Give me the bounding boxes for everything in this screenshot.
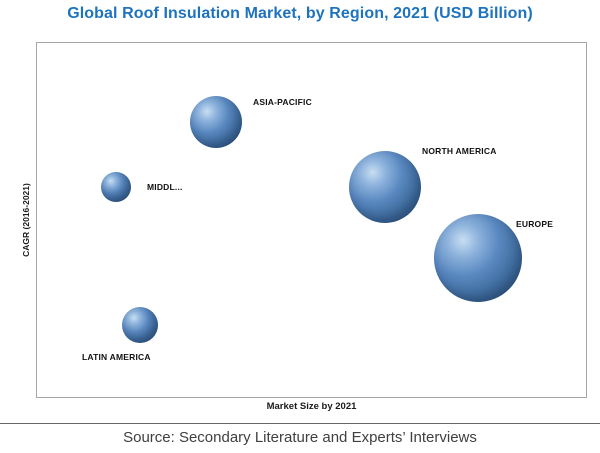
source-divider bbox=[0, 423, 600, 424]
y-axis: CAGR (2016-2021) bbox=[16, 42, 36, 398]
chart-title: Global Roof Insulation Market, by Region… bbox=[67, 5, 533, 22]
y-axis-label: CAGR (2016-2021) bbox=[21, 183, 32, 257]
source-text: Source: Secondary Literature and Experts… bbox=[123, 429, 477, 446]
x-axis-label: Market Size by 2021 bbox=[266, 401, 357, 412]
plot-area bbox=[36, 42, 587, 398]
